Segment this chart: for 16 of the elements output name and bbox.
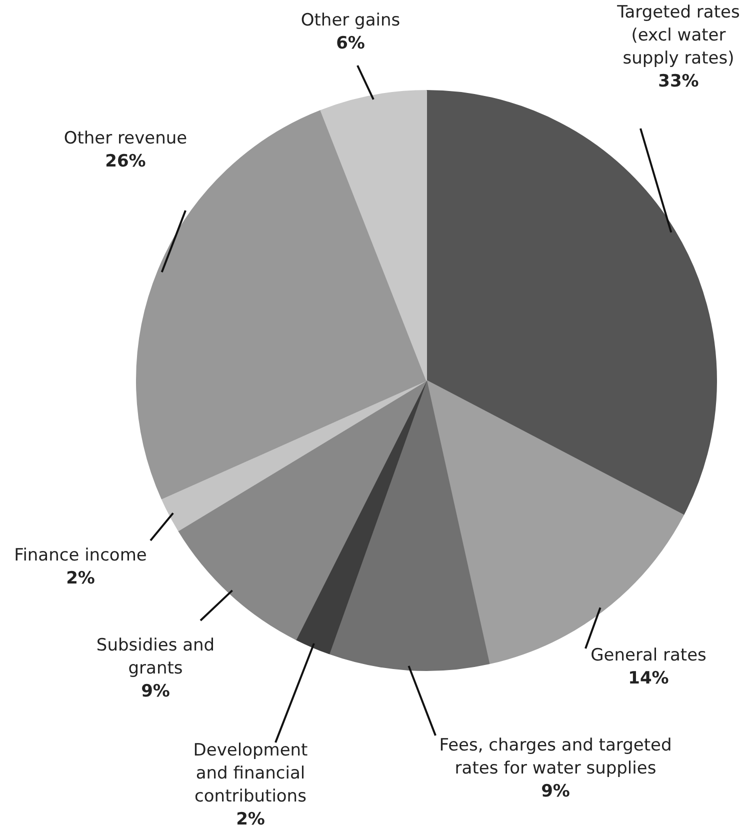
slice-label: Targeted rates (excl water supply rates): [616, 2, 740, 68]
slice-label: Other revenue: [64, 128, 188, 148]
data-label: 6%: [336, 34, 365, 54]
slice-label: Development and financial contributions: [193, 740, 308, 806]
slice-label: General rates: [590, 646, 707, 666]
slice-label: Other gains: [300, 10, 400, 30]
data-label: 2%: [236, 810, 265, 830]
slice-label: Finance income: [14, 546, 147, 566]
data-label: 2%: [66, 568, 95, 588]
data-label: 26%: [105, 152, 146, 172]
data-label: 9%: [141, 682, 170, 702]
data-label: 33%: [658, 72, 699, 92]
data-label: 14%: [628, 668, 669, 688]
slice-label: Fees, charges and targeted rates for water supplies: [439, 736, 672, 778]
slice-label: Subsidies and grants: [96, 636, 215, 678]
data-label: 9%: [541, 782, 570, 802]
